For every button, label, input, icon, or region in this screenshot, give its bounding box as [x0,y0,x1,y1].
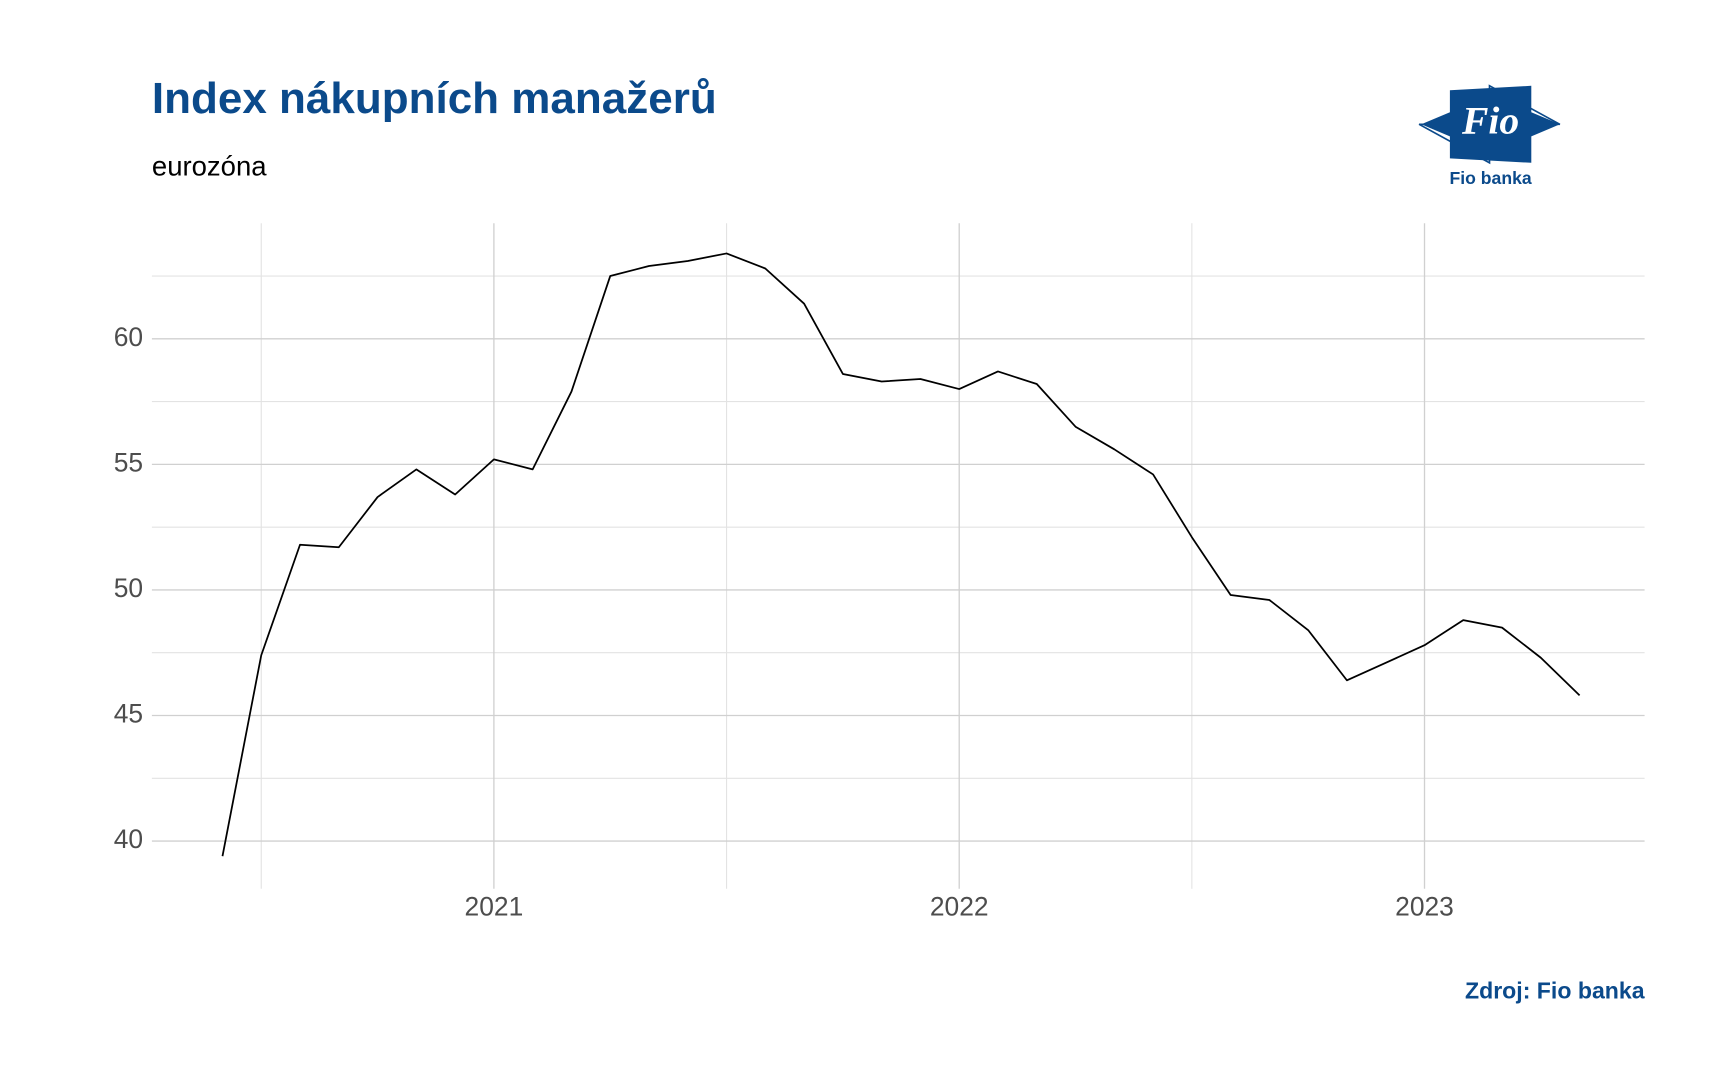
logo-mark: Fio [1461,98,1519,142]
source: Zdroj: Fio banka [1465,977,1645,1003]
logo-name: Fio banka [1450,168,1532,188]
y-tick-label: 55 [114,447,143,477]
x-tick-label: 2021 [465,892,524,922]
chart-title: Index nákupních manažerů [152,74,717,123]
logo-shape [1421,85,1560,163]
y-tick-label: 45 [114,698,143,728]
logo: Fio Fio banka [1418,84,1561,188]
y-tick-label: 60 [114,322,143,352]
line [221,252,1581,857]
chart-subtitle: eurozóna [152,151,267,182]
y-tick-label: 50 [114,573,143,603]
y-tick-label: 40 [114,824,143,854]
x-tick-label: 2022 [930,892,989,922]
x-tick-label: 2023 [1395,892,1454,922]
